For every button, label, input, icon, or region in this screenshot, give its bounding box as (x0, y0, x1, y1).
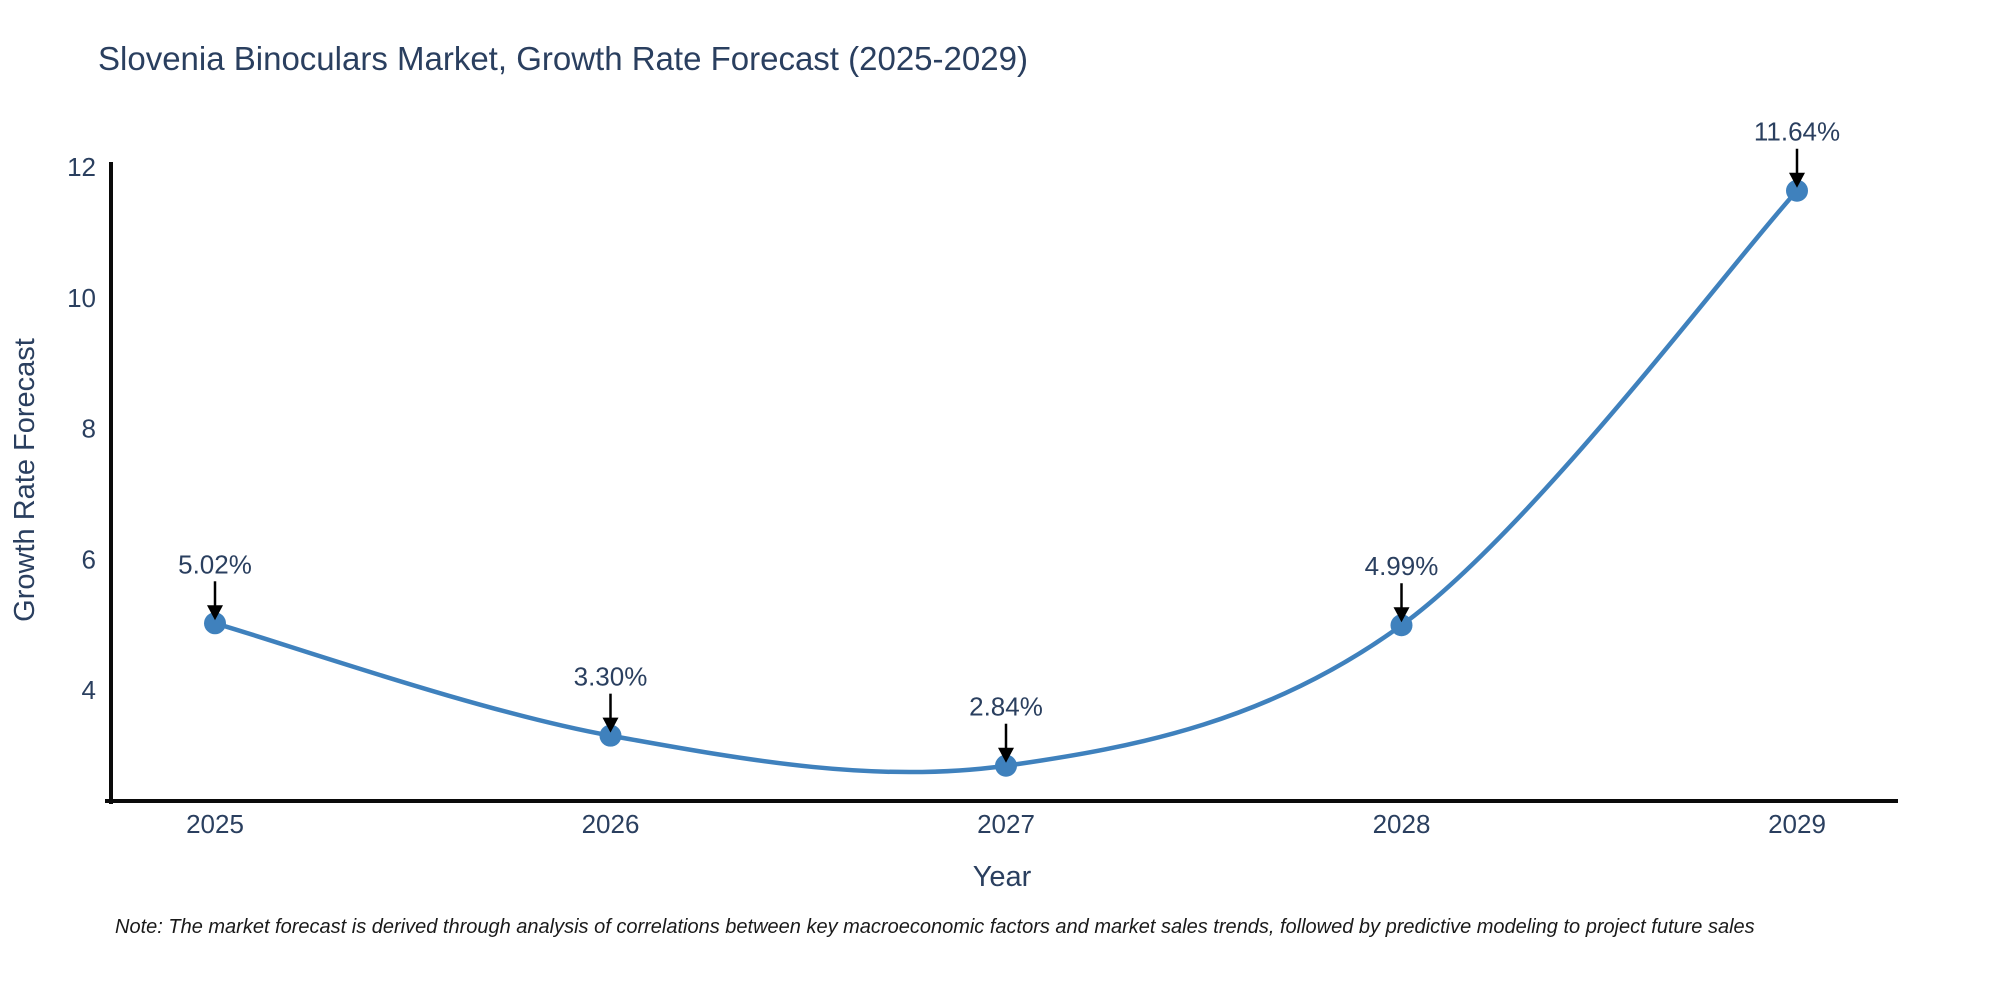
point-annotation: 11.64% (1754, 117, 1840, 188)
x-tick-label: 2025 (186, 809, 244, 839)
data-point-marker (995, 754, 1017, 777)
y-axis-title: Growth Rate Forecast (9, 338, 41, 622)
point-value-label: 4.99% (1365, 551, 1439, 581)
chart-title: Slovenia Binoculars Market, Growth Rate … (98, 40, 1028, 77)
x-tick-label: 2028 (1373, 809, 1431, 839)
point-value-label: 2.84% (969, 692, 1043, 722)
y-tick-label: 10 (67, 283, 96, 313)
annotation-arrowhead (602, 717, 619, 733)
data-point-marker (599, 724, 622, 747)
point-value-label: 3.30% (574, 662, 648, 692)
y-tick-label: 6 (82, 544, 96, 574)
point-annotation: 4.99% (1365, 551, 1439, 623)
tick-labels-layer: 4 6 8 10 12 2025 2026 2027 2028 2029 (67, 152, 1826, 839)
data-point-marker (204, 612, 226, 635)
point-value-label: 11.64% (1754, 117, 1840, 147)
forecast-line-layer (204, 179, 1808, 777)
point-annotation: 2.84% (969, 692, 1043, 763)
data-point-marker (1786, 179, 1808, 202)
data-point-marker (1390, 614, 1413, 637)
y-tick-label: 4 (82, 675, 96, 705)
x-axis-title: Year (973, 861, 1032, 893)
annotation-arrowhead (998, 747, 1014, 763)
x-tick-label: 2026 (582, 809, 640, 839)
annotation-arrowhead (207, 605, 223, 621)
point-annotation: 5.02% (178, 549, 252, 621)
annotations-layer: 5.02% 3.30% 2.84% 4.99% 11.64% (178, 117, 1840, 763)
x-tick-label: 2029 (1768, 809, 1826, 839)
point-value-label: 5.02% (178, 549, 252, 579)
forecast-line (212, 188, 1800, 775)
y-tick-label: 12 (67, 152, 96, 182)
annotation-arrowhead (1393, 607, 1410, 623)
x-tick-label: 2027 (977, 809, 1035, 839)
point-annotation: 3.30% (574, 662, 648, 733)
axes-layer (105, 162, 1898, 804)
y-tick-label: 8 (82, 414, 96, 444)
footnote: Note: The market forecast is derived thr… (115, 916, 1755, 938)
annotation-arrowhead (1789, 172, 1805, 188)
